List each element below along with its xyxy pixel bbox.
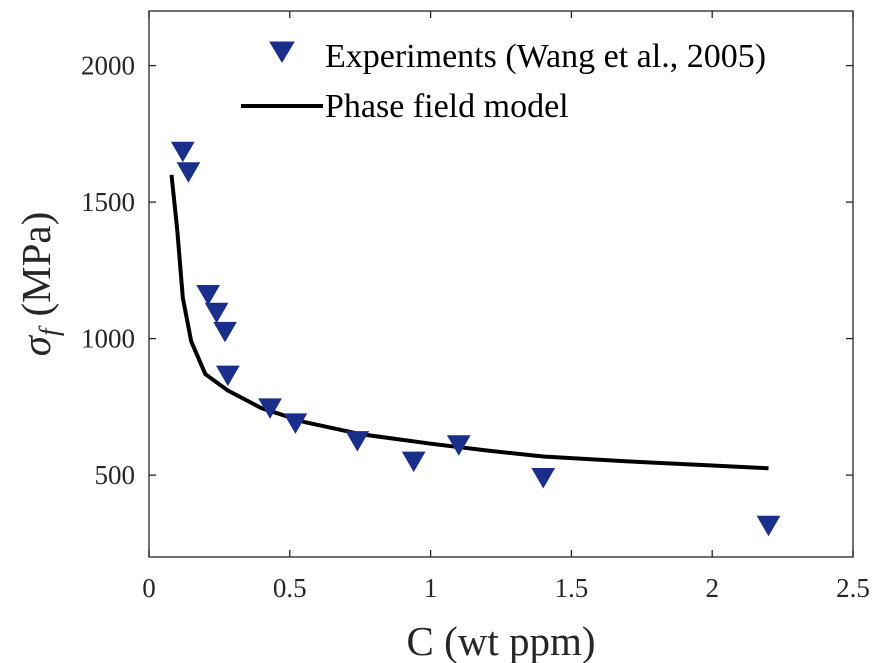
y-axis-unit: (MPa) — [13, 212, 59, 317]
y-tick-label: 2000 — [81, 51, 135, 81]
x-tick-label: 1 — [424, 573, 438, 603]
experiment-point — [756, 515, 781, 537]
experiment-point — [401, 451, 426, 473]
experiment-markers — [170, 141, 781, 537]
x-tick-label: 0.5 — [273, 573, 307, 603]
x-tick-label: 2.5 — [836, 573, 870, 603]
y-axis-symbol: σ — [13, 334, 59, 356]
model-line — [169, 174, 769, 471]
legend: Experiments (Wang et al., 2005) Phase fi… — [241, 38, 766, 125]
x-tick-label: 2 — [705, 573, 719, 603]
legend-marker-experiments — [269, 41, 295, 63]
legend-label-experiments: Experiments (Wang et al., 2005) — [325, 38, 766, 75]
x-tick-label: 1.5 — [555, 573, 589, 603]
experiment-point — [531, 467, 556, 489]
tick-labels: 0 0.5 1 1.5 2 2.5 500 1000 1500 2000 — [81, 51, 870, 603]
experiment-point — [170, 141, 195, 163]
model-line-layer — [169, 174, 769, 471]
experiment-point — [204, 302, 229, 324]
experiment-point — [215, 365, 240, 387]
experiment-point — [345, 431, 370, 452]
tick-marks — [148, 11, 854, 557]
y-tick-label: 1500 — [81, 187, 135, 217]
y-tick-label: 500 — [95, 460, 136, 490]
y-axis-subscript: f — [34, 325, 64, 336]
experiment-point — [196, 285, 221, 306]
y-axis-title: σf (MPa) — [13, 212, 64, 357]
experiment-point — [258, 398, 282, 419]
x-axis-title: C (wt ppm) — [406, 618, 595, 663]
experiment-point — [176, 162, 201, 183]
experiment-point — [213, 321, 237, 343]
x-tick-label: 0 — [142, 573, 156, 603]
y-tick-label: 1000 — [81, 324, 135, 354]
experiment-point — [446, 435, 471, 456]
experiment-point — [283, 413, 308, 434]
legend-label-model: Phase field model — [325, 88, 569, 125]
